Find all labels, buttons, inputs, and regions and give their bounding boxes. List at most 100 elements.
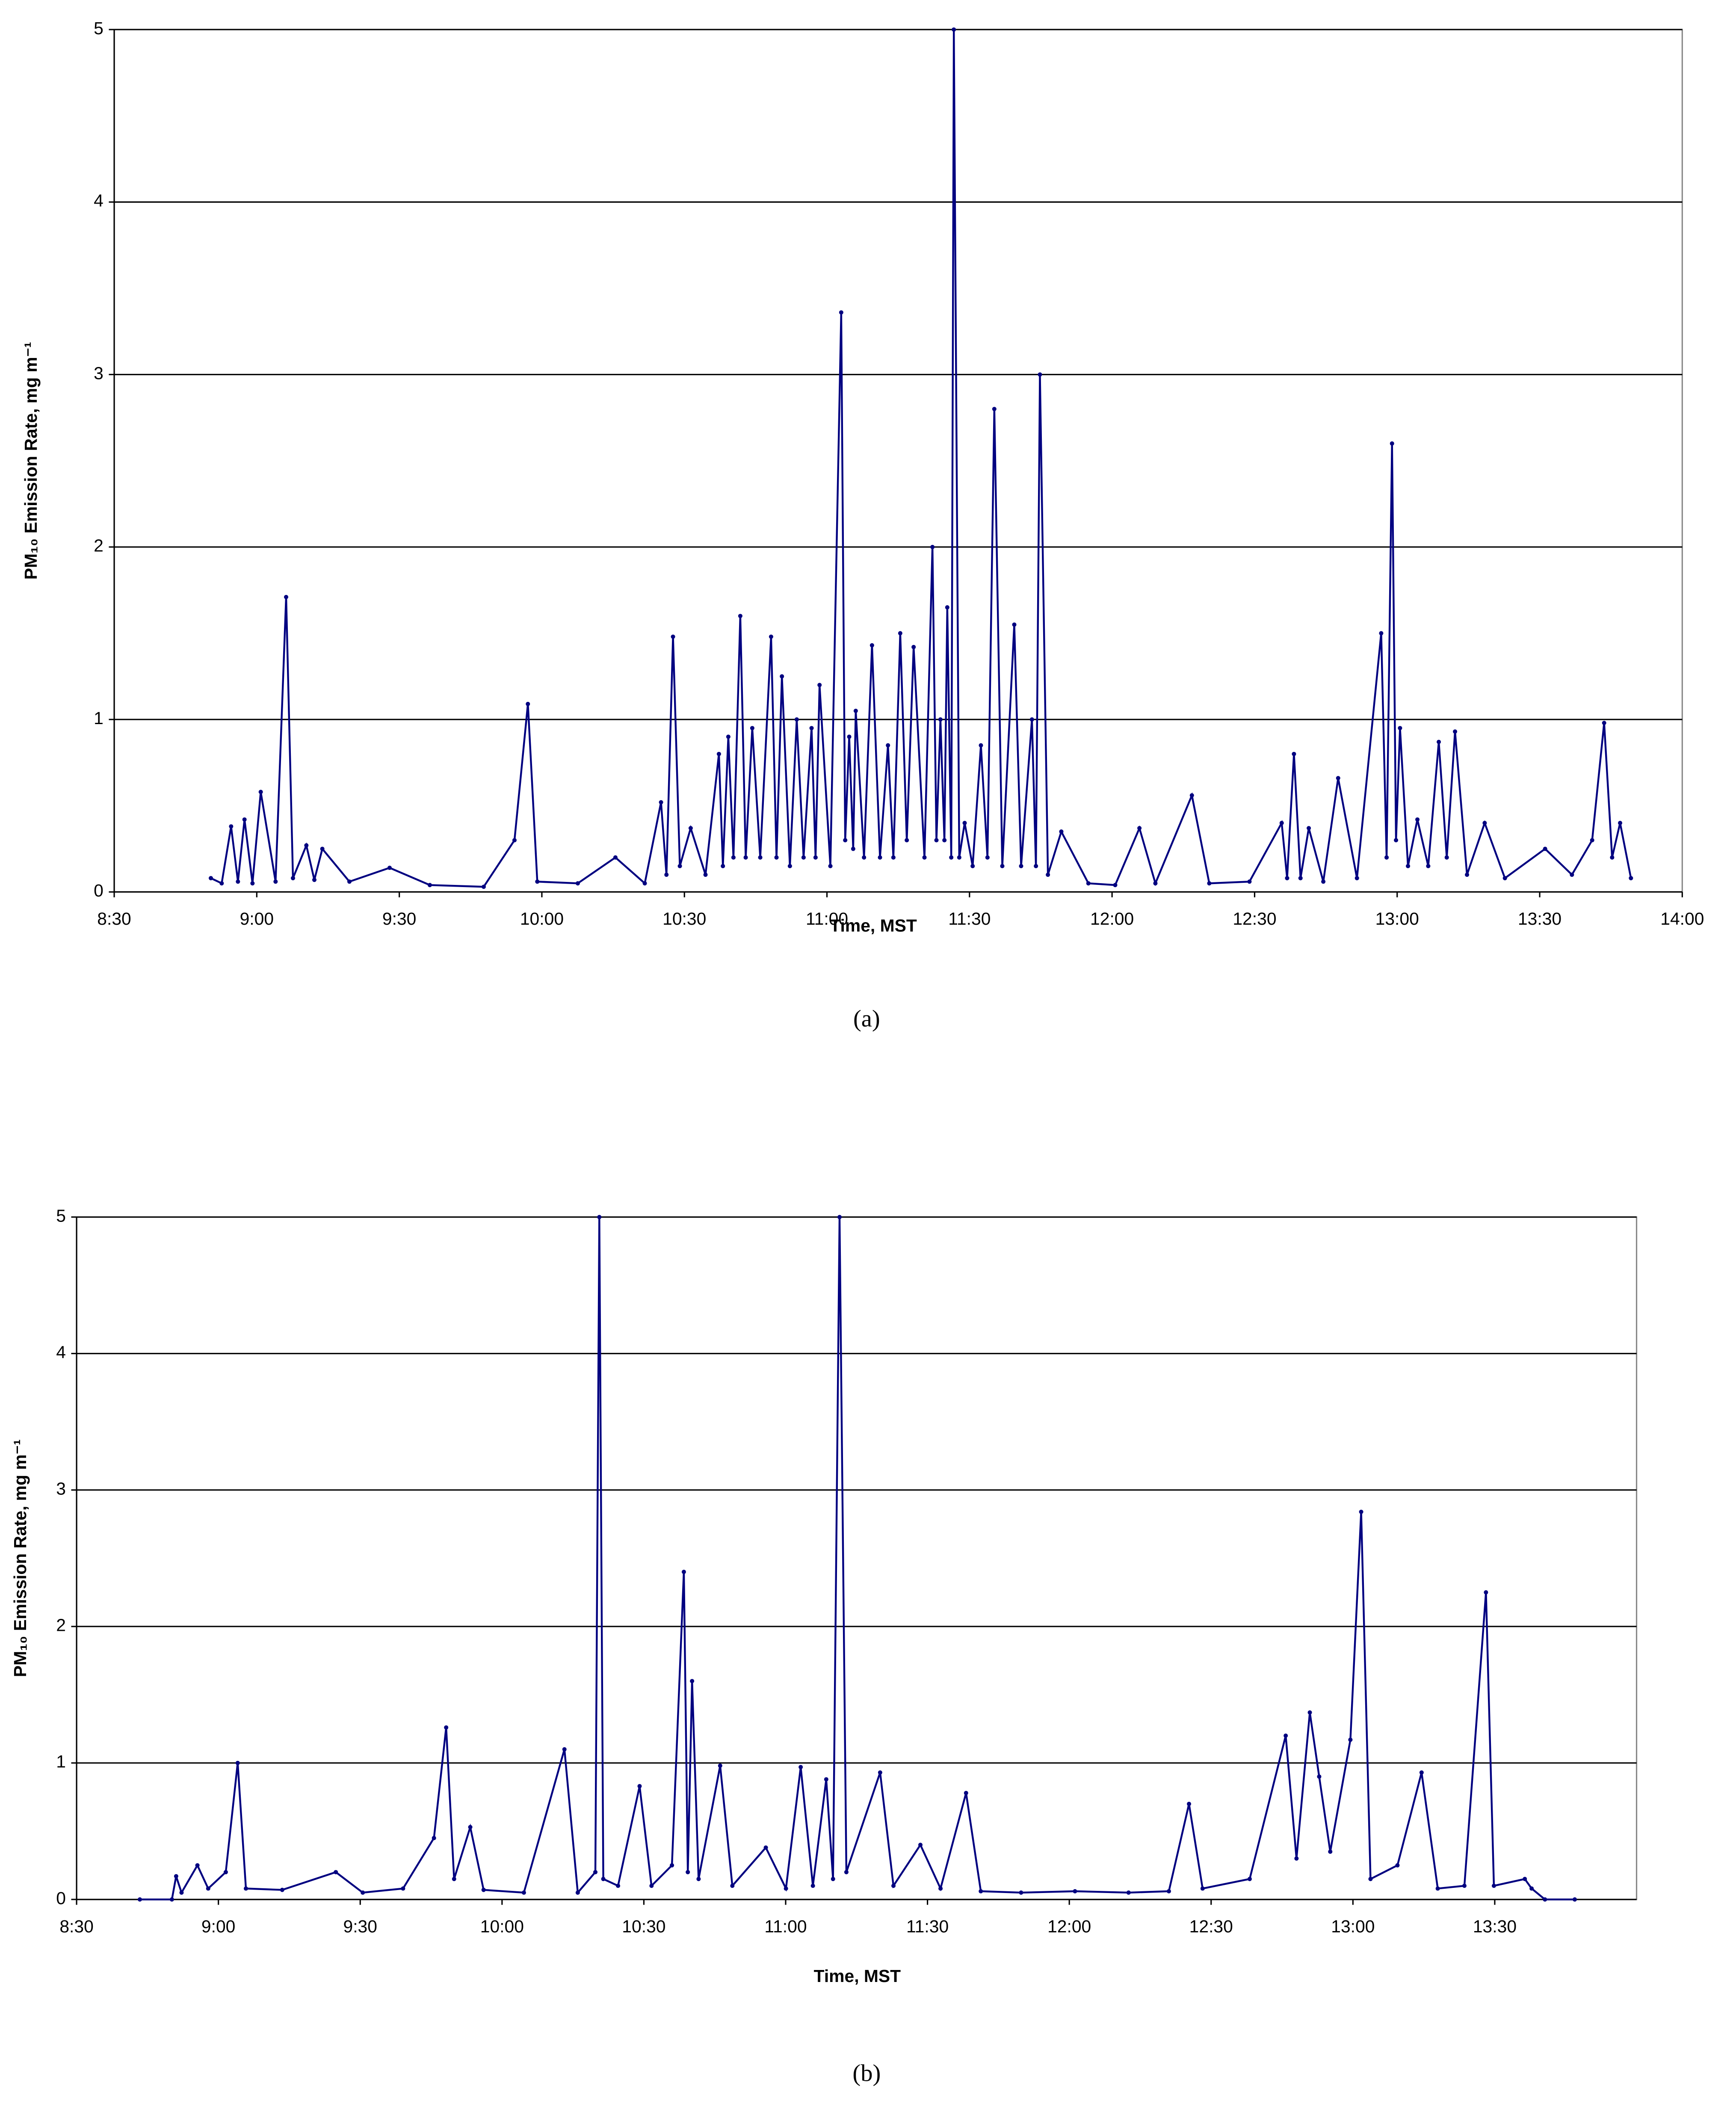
data-point: [1200, 1886, 1205, 1891]
x-tick-label: 13:00: [1375, 909, 1419, 929]
data-point: [1113, 883, 1118, 887]
data-point: [637, 1784, 642, 1789]
data-point: [444, 1725, 449, 1730]
data-point: [1419, 1770, 1424, 1775]
data-point: [664, 873, 669, 877]
data-point: [593, 1870, 598, 1875]
x-axis-title: Time, MST: [830, 916, 917, 935]
data-point: [562, 1747, 567, 1752]
data-point: [970, 864, 975, 869]
x-tick-label: 8:30: [97, 909, 131, 929]
data-point: [769, 634, 773, 639]
data-point: [219, 881, 224, 886]
data-point: [137, 1897, 142, 1902]
data-point: [223, 1870, 228, 1875]
data-point: [1298, 876, 1303, 881]
data-point: [1000, 864, 1005, 869]
data-point: [869, 643, 874, 648]
data-point: [1126, 1890, 1131, 1895]
data-point: [942, 838, 947, 843]
x-tick-label: 11:00: [806, 909, 848, 929]
data-point: [851, 846, 855, 851]
data-point: [481, 884, 486, 889]
x-tick-label: 12:00: [1090, 909, 1134, 929]
data-point: [616, 1884, 621, 1888]
data-point: [1384, 855, 1389, 860]
data-point: [432, 1836, 436, 1840]
data-point: [659, 800, 663, 805]
data-point: [1368, 1877, 1373, 1881]
data-point: [195, 1863, 200, 1868]
data-point: [1348, 1737, 1353, 1742]
data-point: [601, 1877, 606, 1881]
data-point: [427, 883, 432, 887]
data-point: [817, 683, 822, 687]
data-point: [258, 790, 263, 794]
data-point: [512, 838, 517, 843]
data-point: [1292, 751, 1296, 756]
data-point: [179, 1890, 184, 1895]
caption: (b): [852, 2060, 881, 2086]
data-point: [949, 855, 954, 860]
data-point: [1415, 817, 1420, 822]
data-point: [758, 855, 763, 860]
x-tick-label: 10:30: [622, 1917, 665, 1936]
data-point: [1484, 1590, 1488, 1595]
y-tick-label: 0: [94, 881, 104, 900]
data-point: [642, 881, 647, 886]
data-point: [716, 751, 721, 756]
data-point: [243, 1886, 248, 1891]
y-tick-label: 1: [94, 708, 104, 728]
y-axis-title: PM₁₀ Emission Rate, mg m⁻¹: [10, 1439, 30, 1677]
data-point: [828, 864, 833, 869]
data-point: [206, 1886, 210, 1891]
data-point: [1073, 1889, 1077, 1893]
data-point: [780, 674, 784, 679]
data-point: [801, 855, 806, 860]
data-point: [952, 27, 956, 32]
data-point: [1059, 829, 1064, 834]
data-point: [312, 878, 317, 882]
data-point: [1462, 1884, 1467, 1888]
data-point: [1394, 838, 1399, 843]
plot-area: [113, 29, 1683, 893]
data-point: [1328, 1849, 1333, 1854]
data-point: [794, 717, 799, 722]
data-point: [235, 1760, 240, 1765]
data-point: [1038, 372, 1042, 377]
data-point: [320, 846, 325, 851]
data-point: [174, 1874, 178, 1878]
y-tick-label: 5: [94, 18, 104, 38]
data-point: [985, 855, 990, 860]
y-axis-title: PM₁₀ Emission Rate, mg m⁻¹: [21, 342, 41, 580]
data-point: [690, 1679, 695, 1683]
data-point: [763, 1845, 768, 1850]
data-point: [738, 614, 742, 618]
data-point: [1529, 1886, 1534, 1891]
x-tick-label: 10:00: [480, 1917, 524, 1936]
data-point: [962, 821, 967, 825]
data-point: [844, 1870, 849, 1875]
data-point: [280, 1887, 284, 1892]
data-point: [1453, 729, 1458, 734]
y-tick-label: 3: [56, 1479, 66, 1499]
data-point: [1570, 873, 1574, 877]
data-point: [401, 1886, 405, 1891]
x-tick-label: 9:30: [382, 909, 416, 929]
data-point: [1294, 1856, 1299, 1861]
data-point: [1046, 873, 1050, 877]
data-point: [1543, 846, 1547, 851]
data-point: [1572, 1897, 1577, 1902]
data-point: [681, 1570, 686, 1574]
data-point: [743, 855, 748, 860]
data-point: [1629, 876, 1633, 881]
data-point: [521, 1890, 526, 1895]
data-point: [1187, 1801, 1192, 1806]
data-point: [1086, 881, 1091, 886]
data-point: [1247, 1877, 1252, 1881]
data-point: [878, 1770, 882, 1775]
data-line: [210, 30, 1632, 888]
data-point: [964, 1791, 968, 1795]
data-point: [918, 1843, 923, 1847]
x-tick-label: 8:30: [59, 1917, 93, 1936]
